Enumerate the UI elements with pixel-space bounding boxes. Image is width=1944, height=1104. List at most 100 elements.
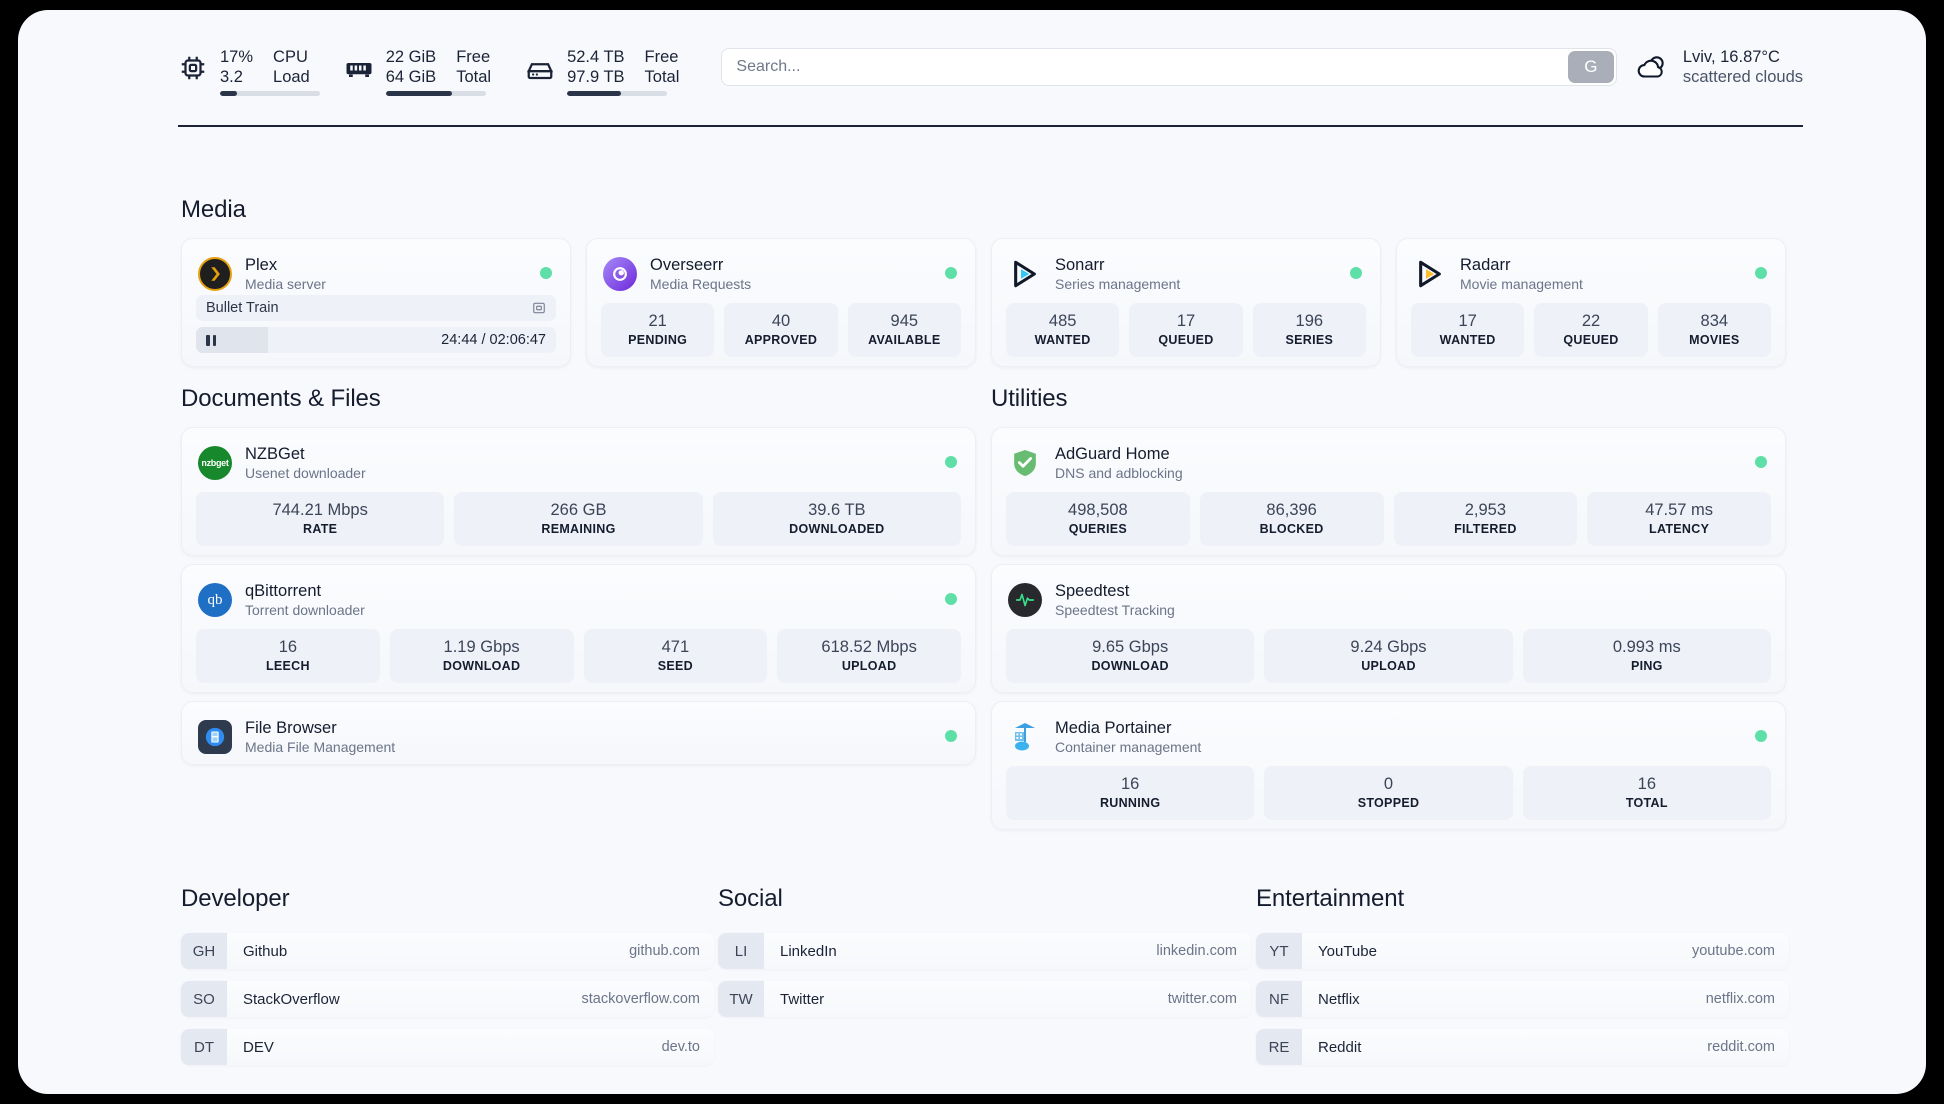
bookmark-badge: YT bbox=[1256, 933, 1302, 969]
bookmark-url: youtube.com bbox=[1691, 943, 1775, 959]
stats-row: 21 PENDING 40 APPROVED 945 AVAILABLE bbox=[587, 295, 975, 371]
card-nzbget[interactable]: nzbget NZBGet Usenet downloader 744.21 M… bbox=[181, 427, 976, 556]
stats-row: 17 WANTED 22 QUEUED 834 MOVIES bbox=[1397, 295, 1785, 371]
portainer-whale-icon bbox=[1015, 723, 1035, 751]
card-speedtest[interactable]: Speedtest Speedtest Tracking 9.65 Gbps D… bbox=[991, 564, 1786, 693]
stat-box: 21 PENDING bbox=[601, 303, 715, 357]
card-sonarr[interactable]: Sonarr Series management 485 WANTED 17 Q… bbox=[991, 238, 1381, 367]
stat-box: 834 MOVIES bbox=[1657, 303, 1771, 357]
stat-value: 266 GB bbox=[550, 501, 607, 519]
card-radarr[interactable]: Radarr Movie management 17 WANTED 22 QUE… bbox=[1396, 238, 1786, 367]
status-badge-online bbox=[945, 267, 957, 279]
stat-label: FILTERED bbox=[1454, 522, 1517, 536]
search-bar[interactable]: G bbox=[721, 48, 1617, 86]
cloud-icon bbox=[1637, 56, 1664, 78]
stat-box: 17 WANTED bbox=[1411, 303, 1525, 357]
stats-row: 16 RUNNING 0 STOPPED 16 TOTAL bbox=[992, 758, 1785, 834]
bookmark-item[interactable]: TW Twitter twitter.com bbox=[718, 981, 1251, 1017]
card-media-portainer[interactable]: Media Portainer Container management 16 … bbox=[991, 701, 1786, 830]
stat-box: 498,508 QUERIES bbox=[1006, 492, 1190, 546]
sonarr-icon bbox=[1008, 257, 1042, 291]
bookmark-item[interactable]: GH Github github.com bbox=[181, 933, 714, 969]
stat-label: DOWNLOAD bbox=[1091, 659, 1169, 673]
pause-icon[interactable] bbox=[206, 334, 216, 346]
stat-box: 0.993 ms PING bbox=[1522, 629, 1771, 683]
stat-value: 471 bbox=[661, 638, 690, 656]
qbittorrent-wordmark: qb bbox=[207, 591, 223, 608]
stat-value: 17 bbox=[1458, 312, 1477, 330]
card-qbittorrent[interactable]: qb qBittorrent Torrent downloader 16 LEE… bbox=[181, 564, 976, 693]
stat-label: MOVIES bbox=[1689, 333, 1740, 347]
stats-row: 9.65 Gbps DOWNLOAD 9.24 Gbps UPLOAD 0.99… bbox=[992, 621, 1785, 697]
bookmark-name: Twitter bbox=[780, 990, 825, 1008]
stat-box: 22 QUEUED bbox=[1534, 303, 1648, 357]
disk-icon bbox=[527, 63, 554, 80]
app-name: Speedtest bbox=[1055, 581, 1130, 600]
stat-label: STOPPED bbox=[1357, 796, 1420, 810]
cpu-label-1: CPU bbox=[273, 48, 308, 66]
app-description: Speedtest Tracking bbox=[1055, 601, 1175, 618]
app-description: Media Requests bbox=[650, 275, 752, 292]
header-divider bbox=[178, 125, 1803, 127]
plex-player: Bullet Train 24:44 / 02:06:47 bbox=[182, 295, 570, 365]
section-title-media: Media bbox=[181, 196, 246, 223]
bookmark-item[interactable]: YT YouTube youtube.com bbox=[1256, 933, 1789, 969]
bookmark-item[interactable]: SO StackOverflow stackoverflow.com bbox=[181, 981, 714, 1017]
stat-value: 86,396 bbox=[1266, 501, 1317, 519]
portainer-icon bbox=[1008, 720, 1042, 754]
bookmark-item[interactable]: RE Reddit reddit.com bbox=[1256, 1029, 1789, 1065]
bookmark-name: StackOverflow bbox=[243, 990, 340, 1008]
ram-usage-bar bbox=[385, 91, 486, 96]
status-badge-online bbox=[945, 456, 957, 468]
stat-label: UPLOAD bbox=[841, 659, 897, 673]
stat-value: 17 bbox=[1176, 312, 1196, 330]
cpu-icon bbox=[181, 56, 205, 80]
bookmark-badge: LI bbox=[718, 933, 764, 969]
stat-label: LEECH bbox=[265, 659, 310, 673]
card-file-browser[interactable]: File Browser Media File Management bbox=[181, 701, 976, 765]
app-name: Media Portainer bbox=[1055, 718, 1172, 737]
stats-row: 498,508 QUERIES 86,396 BLOCKED 2,953 FIL… bbox=[992, 484, 1785, 560]
bookmark-group-title: Social bbox=[718, 885, 783, 912]
nzbget-icon: nzbget bbox=[198, 446, 232, 480]
card-adguard[interactable]: AdGuard Home DNS and adblocking 498,508 … bbox=[991, 427, 1786, 556]
ram-total: 64 GiB bbox=[385, 68, 437, 86]
stat-label: REMAINING bbox=[541, 522, 616, 536]
ram-icon bbox=[346, 63, 372, 77]
bookmark-item[interactable]: LI LinkedIn linkedin.com bbox=[718, 933, 1251, 969]
stat-label: PING bbox=[1630, 659, 1663, 673]
bookmark-item[interactable]: NF Netflix netflix.com bbox=[1256, 981, 1789, 1017]
app-name: qBittorrent bbox=[245, 581, 322, 600]
cpu-stat-group: 17% 3.2 CPU Load bbox=[178, 47, 320, 96]
cast-icon[interactable] bbox=[532, 301, 546, 315]
bookmark-url: stackoverflow.com bbox=[581, 991, 700, 1007]
card-overseerr[interactable]: Overseerr Media Requests 21 PENDING 40 A… bbox=[586, 238, 976, 367]
stat-box: 39.6 TB DOWNLOADED bbox=[712, 492, 961, 546]
stat-box: 9.24 Gbps UPLOAD bbox=[1264, 629, 1513, 683]
bookmark-url: github.com bbox=[629, 943, 700, 959]
card-header: Plex Media server bbox=[182, 239, 570, 295]
stat-value: 9.24 Gbps bbox=[1350, 638, 1427, 656]
card-header: Media Portainer Container management bbox=[992, 702, 1785, 758]
bookmark-item[interactable]: DT DEV dev.to bbox=[181, 1029, 714, 1065]
stats-row: 485 WANTED 17 QUEUED 196 SERIES bbox=[992, 295, 1380, 371]
playback-progress-bar[interactable]: 24:44 / 02:06:47 bbox=[196, 327, 556, 353]
card-header: Overseerr Media Requests bbox=[587, 239, 975, 295]
weather-condition: scattered clouds bbox=[1682, 67, 1803, 86]
app-name: File Browser bbox=[245, 718, 337, 737]
card-plex[interactable]: Plex Media server Bullet Train 24:44 / 0… bbox=[181, 238, 571, 367]
bookmark-url: reddit.com bbox=[1707, 1039, 1775, 1055]
status-badge-online bbox=[945, 730, 957, 742]
status-badge-online bbox=[1350, 267, 1362, 279]
stat-box: 0 STOPPED bbox=[1264, 766, 1513, 820]
shield-check-icon bbox=[1014, 450, 1036, 476]
plex-icon bbox=[198, 257, 232, 291]
disk-stat-group: 52.4 TB 97.9 TB Free Total bbox=[525, 47, 679, 96]
stat-value: 16 bbox=[278, 638, 298, 656]
search-input[interactable] bbox=[722, 49, 1566, 85]
card-header: Sonarr Series management bbox=[992, 239, 1380, 295]
card-header: Radarr Movie management bbox=[1397, 239, 1785, 295]
search-provider-button[interactable]: G bbox=[1567, 51, 1614, 83]
app-description: Series management bbox=[1055, 275, 1181, 292]
app-name: Sonarr bbox=[1055, 255, 1105, 274]
